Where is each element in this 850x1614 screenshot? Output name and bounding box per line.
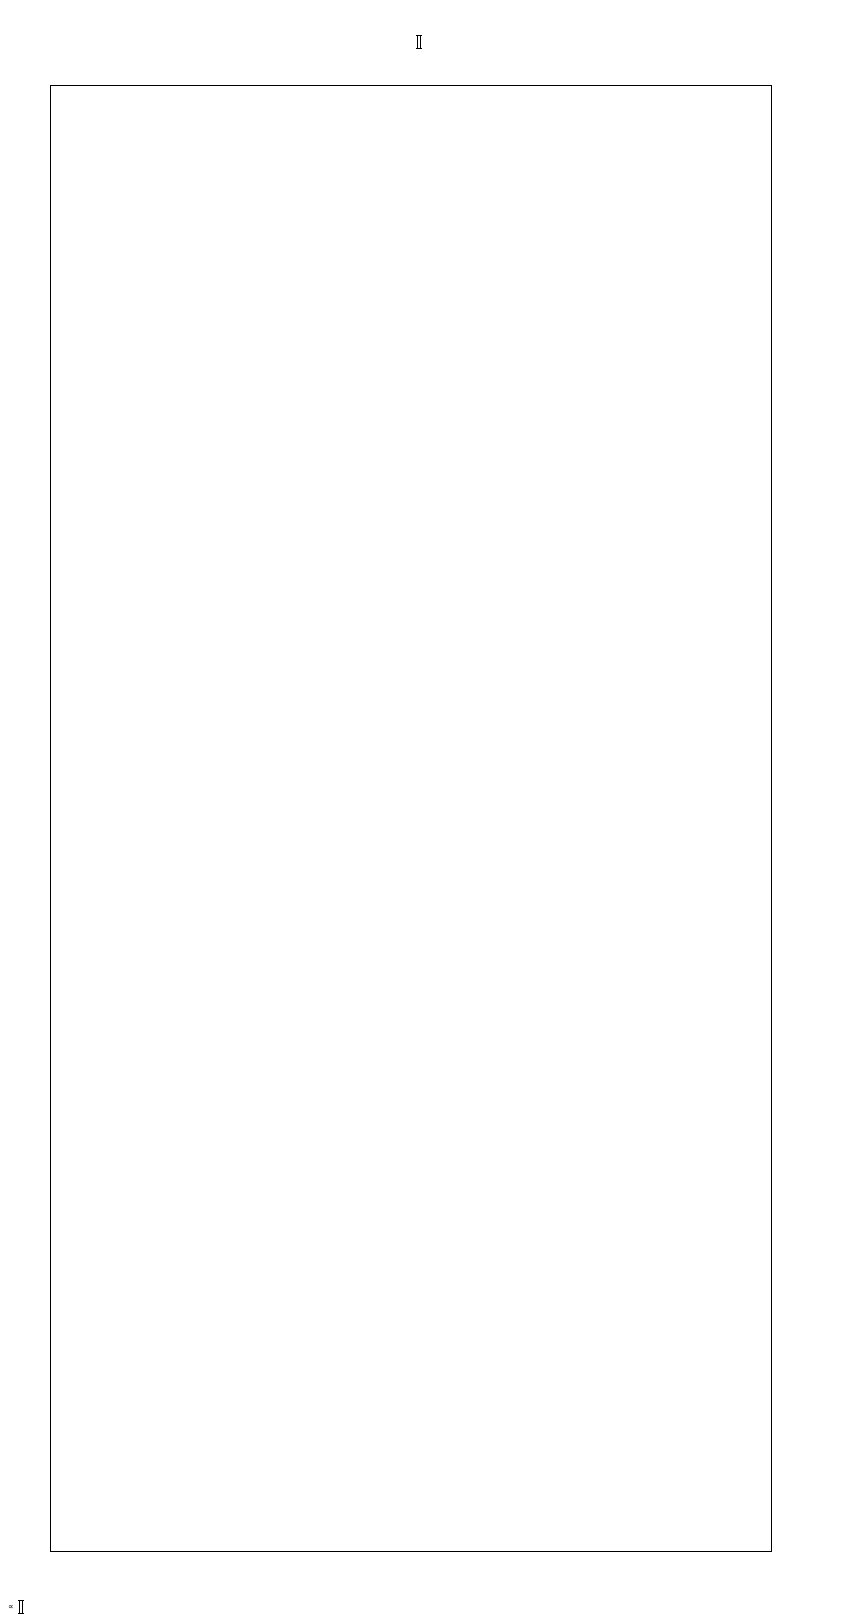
x-axis bbox=[50, 1555, 770, 1595]
seismogram-plot bbox=[50, 85, 772, 1552]
footer-scale-bar-icon bbox=[19, 1600, 23, 1614]
header-block bbox=[0, 30, 850, 49]
seismogram-container: ∝ bbox=[0, 0, 850, 1613]
right-axis-labels bbox=[802, 85, 850, 1550]
left-axis-labels bbox=[0, 85, 48, 1550]
footer-scale: ∝ bbox=[8, 1600, 27, 1614]
scale-bar-icon bbox=[417, 35, 421, 49]
footer-prefix: ∝ bbox=[8, 1603, 19, 1612]
